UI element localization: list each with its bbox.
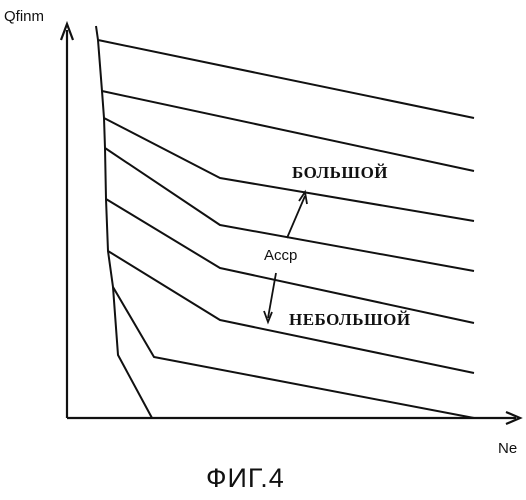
curve-1: [96, 26, 474, 118]
parameter-label: Accp: [264, 247, 297, 264]
increase-arrow: [287, 192, 307, 238]
curve-family: [96, 26, 474, 418]
large-value-label: БОЛЬШОЙ: [292, 163, 388, 182]
figure-caption: ФИГ.4: [206, 463, 285, 493]
x-axis-label: Ne: [498, 440, 517, 457]
decrease-arrow: [264, 273, 276, 322]
y-axis-label: Qfinm: [4, 8, 44, 25]
curve-5: [105, 148, 474, 323]
curve-3: [102, 91, 474, 221]
curve-6: [106, 199, 474, 373]
axes: [61, 24, 520, 424]
curve-8: [113, 287, 152, 418]
small-value-label: НЕБОЛЬШОЙ: [289, 310, 411, 329]
